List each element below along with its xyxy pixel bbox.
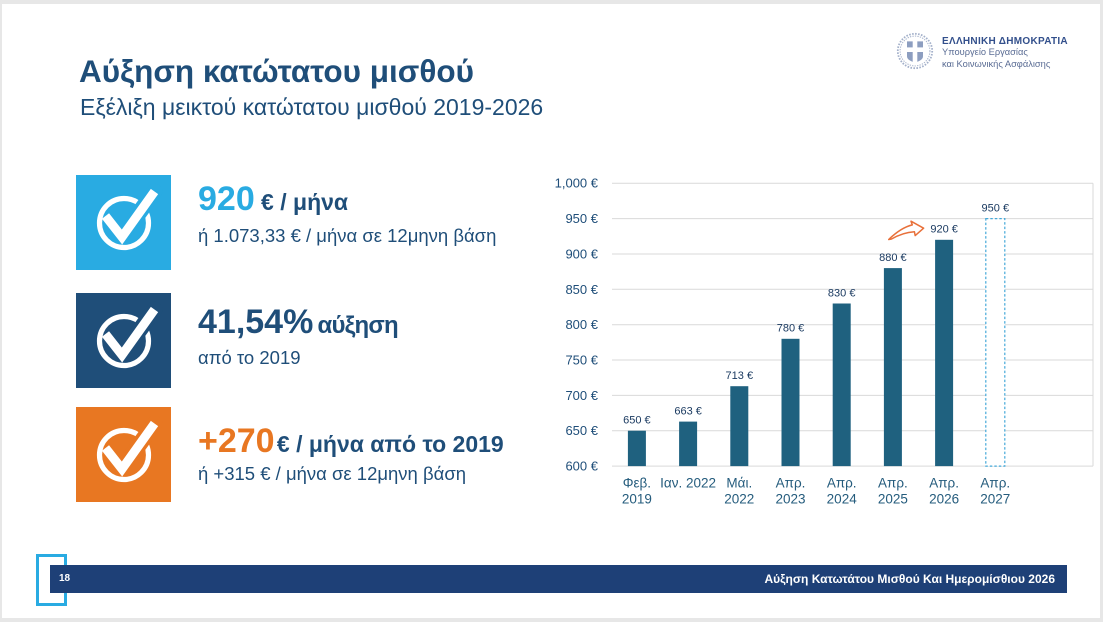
svg-text:Μάι.: Μάι. — [726, 476, 752, 491]
svg-text:663 €: 663 € — [674, 405, 702, 417]
svg-text:780 €: 780 € — [777, 323, 805, 335]
svg-text:2024: 2024 — [827, 492, 858, 507]
svg-text:880 €: 880 € — [879, 252, 907, 264]
svg-text:Απρ.: Απρ. — [776, 476, 806, 491]
svg-text:600 €: 600 € — [565, 459, 598, 474]
svg-text:950 €: 950 € — [982, 202, 1010, 214]
svg-text:2019: 2019 — [622, 492, 652, 507]
svg-text:900 €: 900 € — [565, 247, 598, 262]
svg-text:2027: 2027 — [980, 492, 1010, 507]
svg-text:700 €: 700 € — [565, 388, 598, 403]
svg-text:650 €: 650 € — [565, 423, 598, 438]
svg-text:800 €: 800 € — [565, 317, 598, 332]
svg-text:Απρ.: Απρ. — [827, 476, 857, 491]
svg-text:650 €: 650 € — [623, 415, 651, 427]
svg-text:920 €: 920 € — [930, 224, 958, 236]
svg-text:2022: 2022 — [724, 492, 754, 507]
svg-text:850 €: 850 € — [565, 282, 598, 297]
svg-text:Ιαν. 2022: Ιαν. 2022 — [660, 476, 716, 491]
svg-text:750 €: 750 € — [565, 353, 598, 368]
svg-text:Απρ.: Απρ. — [929, 476, 959, 491]
svg-text:2026: 2026 — [929, 492, 959, 507]
svg-text:2025: 2025 — [878, 492, 908, 507]
svg-text:Απρ.: Απρ. — [878, 476, 908, 491]
svg-text:830 €: 830 € — [828, 287, 856, 299]
svg-text:2023: 2023 — [775, 492, 805, 507]
svg-text:713 €: 713 € — [726, 370, 754, 382]
svg-text:1,000 €: 1,000 € — [555, 176, 599, 191]
svg-text:Απρ.: Απρ. — [980, 476, 1010, 491]
svg-text:Φεβ.: Φεβ. — [623, 476, 651, 491]
svg-text:950 €: 950 € — [565, 211, 598, 226]
